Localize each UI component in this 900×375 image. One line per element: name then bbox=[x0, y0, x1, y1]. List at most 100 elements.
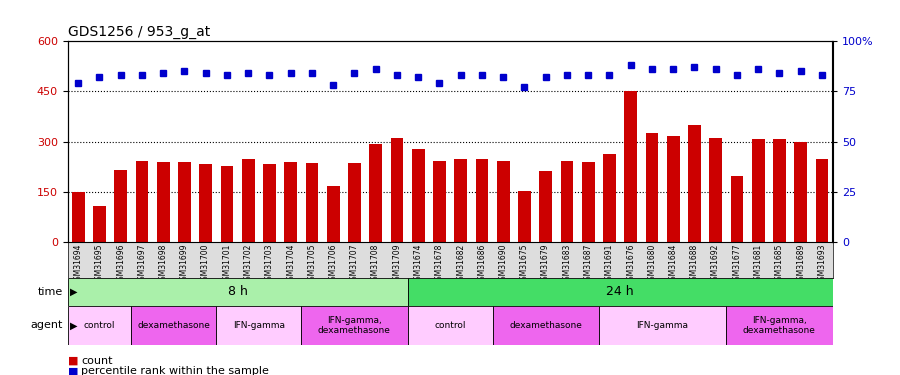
Text: GSM31693: GSM31693 bbox=[817, 244, 826, 285]
Text: GSM31691: GSM31691 bbox=[605, 244, 614, 285]
Bar bbox=[157, 162, 169, 242]
Bar bbox=[492, 306, 598, 345]
Text: GSM31703: GSM31703 bbox=[265, 244, 274, 285]
Bar bbox=[220, 166, 233, 242]
Bar bbox=[625, 91, 637, 242]
Bar bbox=[645, 133, 658, 242]
Text: GSM31706: GSM31706 bbox=[328, 244, 338, 285]
Text: GSM31680: GSM31680 bbox=[647, 244, 656, 285]
Text: time: time bbox=[38, 286, 63, 297]
Text: agent: agent bbox=[31, 320, 63, 330]
Bar bbox=[327, 186, 339, 242]
Text: control: control bbox=[84, 321, 115, 330]
Text: count: count bbox=[81, 356, 112, 366]
Bar bbox=[603, 154, 616, 242]
Text: GSM31685: GSM31685 bbox=[775, 244, 784, 285]
Bar bbox=[302, 306, 408, 345]
Bar bbox=[731, 176, 743, 242]
Text: GSM31687: GSM31687 bbox=[583, 244, 592, 285]
Bar bbox=[598, 306, 726, 345]
Text: GSM31705: GSM31705 bbox=[308, 244, 317, 285]
Text: GSM31695: GSM31695 bbox=[94, 244, 104, 285]
Text: ▶: ▶ bbox=[70, 286, 77, 297]
Text: GSM31709: GSM31709 bbox=[392, 244, 401, 285]
Bar bbox=[752, 139, 764, 242]
Bar bbox=[369, 144, 382, 242]
Text: IFN-gamma,
dexamethasone: IFN-gamma, dexamethasone bbox=[742, 316, 815, 335]
Text: GSM31689: GSM31689 bbox=[796, 244, 806, 285]
Bar bbox=[726, 306, 832, 345]
Bar bbox=[688, 125, 701, 242]
Bar bbox=[284, 162, 297, 242]
Text: GSM31700: GSM31700 bbox=[201, 244, 210, 285]
Text: GSM31690: GSM31690 bbox=[499, 244, 508, 285]
Text: GSM31686: GSM31686 bbox=[477, 244, 486, 285]
Bar bbox=[114, 170, 127, 242]
Bar bbox=[561, 161, 573, 242]
Bar bbox=[216, 306, 302, 345]
Bar bbox=[93, 206, 106, 242]
Text: 8 h: 8 h bbox=[228, 285, 248, 298]
Text: GSM31681: GSM31681 bbox=[753, 244, 762, 285]
Bar bbox=[773, 139, 786, 242]
Bar bbox=[348, 163, 361, 242]
Text: GSM31678: GSM31678 bbox=[435, 244, 444, 285]
Bar bbox=[794, 142, 807, 242]
Bar bbox=[408, 306, 492, 345]
Bar bbox=[72, 192, 85, 242]
Text: ■: ■ bbox=[68, 366, 78, 375]
Text: ▶: ▶ bbox=[70, 320, 77, 330]
Bar bbox=[411, 149, 425, 242]
Text: dexamethasone: dexamethasone bbox=[138, 321, 211, 330]
Text: dexamethasone: dexamethasone bbox=[509, 321, 582, 330]
Bar bbox=[581, 162, 595, 242]
Bar bbox=[199, 164, 212, 242]
Text: GSM31698: GSM31698 bbox=[158, 244, 167, 285]
Text: GSM31684: GSM31684 bbox=[669, 244, 678, 285]
Text: GSM31702: GSM31702 bbox=[244, 244, 253, 285]
Bar bbox=[408, 278, 832, 306]
Bar bbox=[518, 191, 531, 242]
Bar bbox=[475, 159, 488, 242]
Text: GSM31679: GSM31679 bbox=[541, 244, 550, 285]
Text: GSM31696: GSM31696 bbox=[116, 244, 125, 285]
Text: GSM31674: GSM31674 bbox=[414, 244, 423, 285]
Bar bbox=[454, 159, 467, 242]
Text: GSM31708: GSM31708 bbox=[371, 244, 380, 285]
Bar bbox=[305, 163, 319, 242]
Text: GSM31682: GSM31682 bbox=[456, 244, 465, 285]
Text: percentile rank within the sample: percentile rank within the sample bbox=[81, 366, 269, 375]
Bar bbox=[539, 171, 552, 242]
Bar bbox=[242, 159, 255, 242]
Bar bbox=[68, 278, 408, 306]
Bar bbox=[178, 162, 191, 242]
Text: IFN-gamma,
dexamethasone: IFN-gamma, dexamethasone bbox=[318, 316, 391, 335]
Bar bbox=[136, 161, 149, 242]
Text: GSM31692: GSM31692 bbox=[711, 244, 720, 285]
Text: GSM31676: GSM31676 bbox=[626, 244, 635, 285]
Bar bbox=[815, 159, 828, 242]
Bar bbox=[709, 138, 722, 242]
Bar bbox=[391, 138, 403, 242]
Text: control: control bbox=[434, 321, 466, 330]
Text: GSM31707: GSM31707 bbox=[350, 244, 359, 285]
Bar bbox=[433, 161, 446, 242]
Text: GSM31677: GSM31677 bbox=[733, 244, 742, 285]
Text: IFN-gamma: IFN-gamma bbox=[636, 321, 688, 330]
Bar bbox=[68, 306, 131, 345]
Text: GSM31699: GSM31699 bbox=[180, 244, 189, 285]
Text: 24 h: 24 h bbox=[607, 285, 634, 298]
Text: GSM31688: GSM31688 bbox=[690, 244, 699, 285]
Text: GSM31675: GSM31675 bbox=[520, 244, 529, 285]
Text: GSM31701: GSM31701 bbox=[222, 244, 231, 285]
Text: GSM31697: GSM31697 bbox=[138, 244, 147, 285]
Text: GDS1256 / 953_g_at: GDS1256 / 953_g_at bbox=[68, 25, 210, 39]
Bar bbox=[263, 164, 275, 242]
Bar bbox=[131, 306, 216, 345]
Text: IFN-gamma: IFN-gamma bbox=[233, 321, 284, 330]
Text: GSM31683: GSM31683 bbox=[562, 244, 572, 285]
Bar bbox=[667, 135, 680, 242]
Text: GSM31704: GSM31704 bbox=[286, 244, 295, 285]
Text: ■: ■ bbox=[68, 356, 78, 366]
Text: GSM31694: GSM31694 bbox=[74, 244, 83, 285]
